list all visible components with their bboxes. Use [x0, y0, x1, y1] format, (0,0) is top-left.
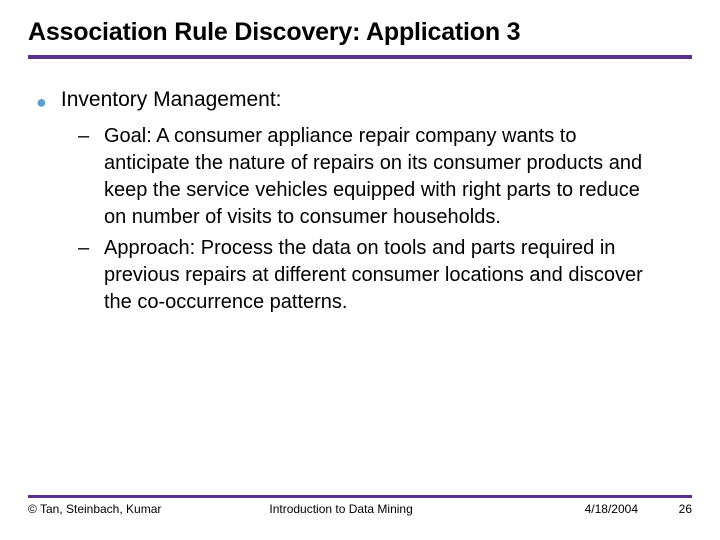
bullet-text: Inventory Management: [61, 87, 282, 113]
slide: Association Rule Discovery: Application … [0, 0, 720, 540]
footer-divider [28, 495, 692, 498]
footer-page: 26 [668, 502, 692, 516]
footer-date: 4/18/2004 [585, 502, 668, 516]
sub-bullet-text: Goal: A consumer appliance repair compan… [104, 123, 664, 231]
sub-bullet-text: Approach: Process the data on tools and … [104, 235, 664, 316]
bullet-level2: – Approach: Process the data on tools an… [78, 235, 692, 316]
slide-footer: © Tan, Steinbach, Kumar Introduction to … [0, 495, 720, 516]
footer-authors: © Tan, Steinbach, Kumar [28, 502, 161, 516]
footer-course: Introduction to Data Mining [161, 502, 584, 516]
slide-title: Association Rule Discovery: Application … [28, 18, 692, 47]
bullet-icon: ● [36, 93, 47, 111]
dash-icon: – [78, 235, 92, 262]
dash-icon: – [78, 123, 92, 150]
title-divider [28, 55, 692, 59]
bullet-level1: ● Inventory Management: [36, 87, 692, 113]
bullet-level2: – Goal: A consumer appliance repair comp… [78, 123, 692, 231]
bullet-level2-group: – Goal: A consumer appliance repair comp… [36, 123, 692, 316]
slide-content: ● Inventory Management: – Goal: A consum… [28, 87, 692, 316]
footer-row: © Tan, Steinbach, Kumar Introduction to … [28, 502, 692, 516]
